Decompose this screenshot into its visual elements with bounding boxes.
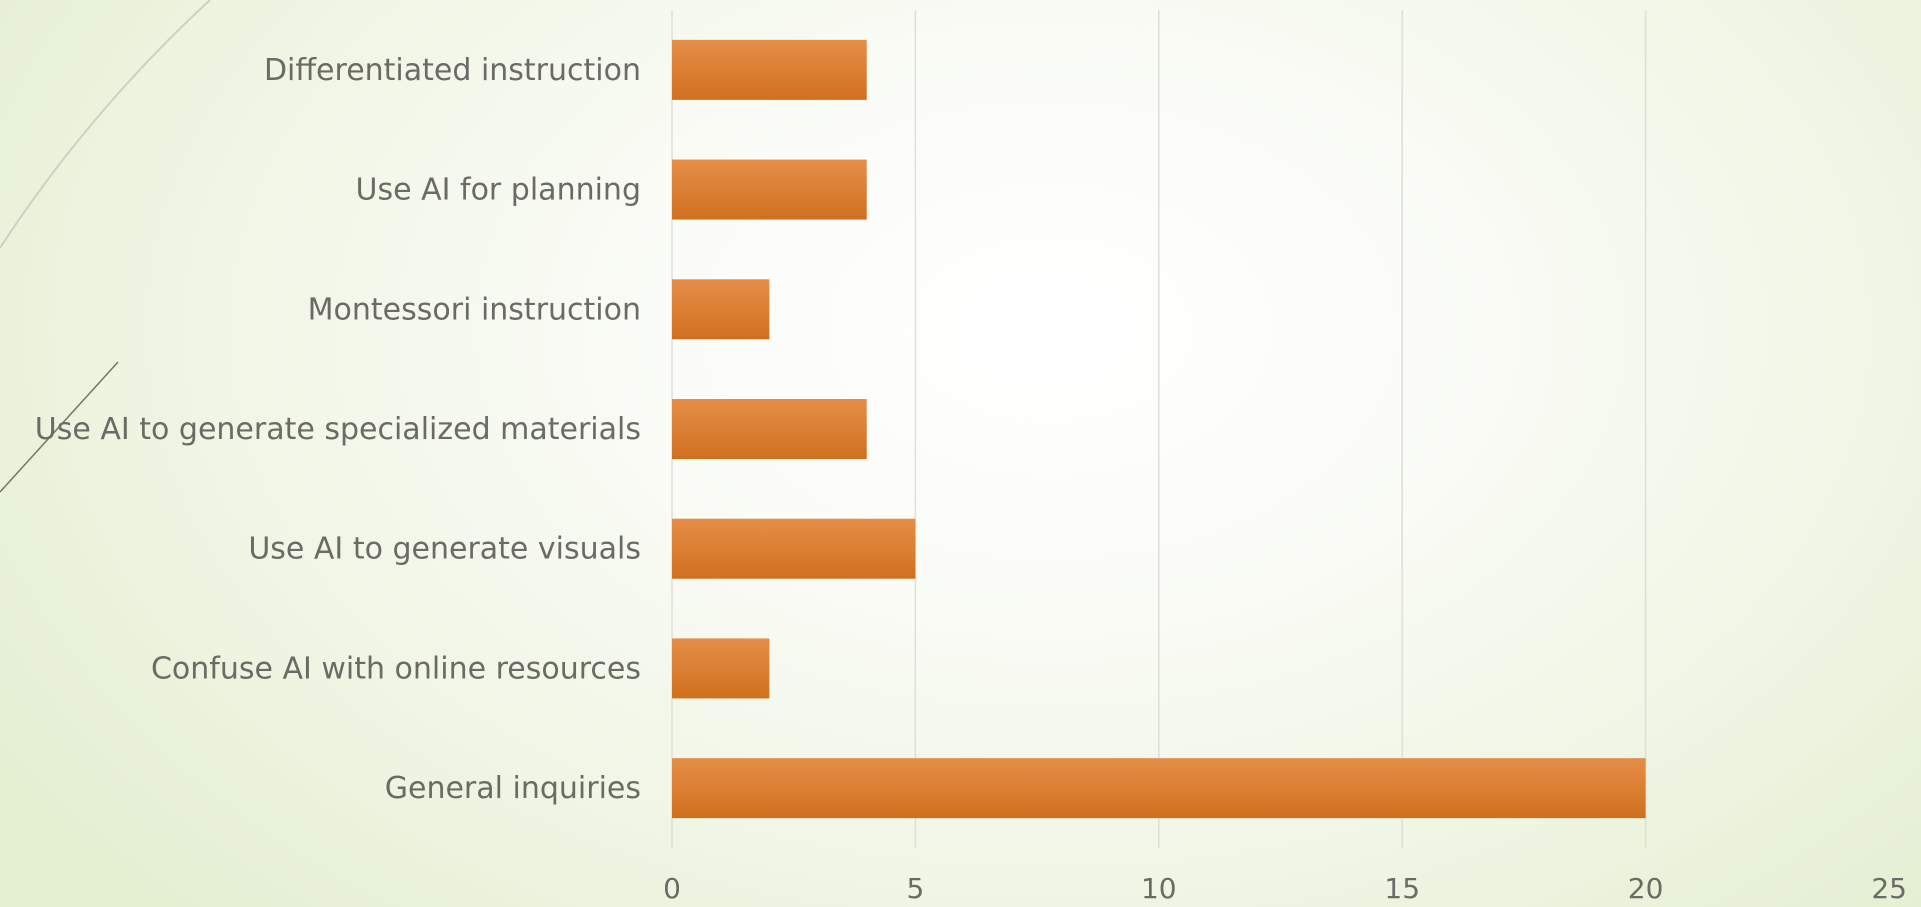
category-label: Montessori instruction bbox=[308, 292, 641, 327]
bar bbox=[672, 758, 1646, 819]
x-axis-tick-labels: 0 5 10 15 20 25 bbox=[663, 872, 1907, 905]
bar bbox=[672, 399, 867, 459]
x-tick-label: 0 bbox=[663, 872, 681, 905]
x-tick-label: 20 bbox=[1628, 872, 1664, 905]
bar bbox=[672, 159, 867, 220]
x-tick-label: 10 bbox=[1141, 872, 1177, 905]
x-tick-label: 15 bbox=[1384, 872, 1420, 905]
x-tick-label: 5 bbox=[906, 872, 924, 905]
category-label: Use AI to generate specialized materials bbox=[35, 412, 641, 447]
category-label: Confuse AI with online resources bbox=[151, 651, 641, 686]
bar bbox=[672, 39, 867, 100]
category-label: Use AI to generate visuals bbox=[248, 532, 641, 567]
category-label: General inquiries bbox=[385, 771, 641, 806]
category-label: Use AI for planning bbox=[356, 173, 641, 208]
category-label: Differentiated instruction bbox=[264, 53, 641, 88]
decorative-slash-line bbox=[0, 361, 119, 493]
bars bbox=[672, 39, 1646, 819]
x-tick-label: 25 bbox=[1871, 872, 1907, 905]
decorative-curve-line bbox=[0, 0, 211, 249]
bar bbox=[672, 279, 770, 340]
category-labels: Differentiated instruction Use AI for pla… bbox=[35, 53, 641, 806]
bar bbox=[672, 638, 770, 699]
bar bbox=[672, 518, 916, 579]
